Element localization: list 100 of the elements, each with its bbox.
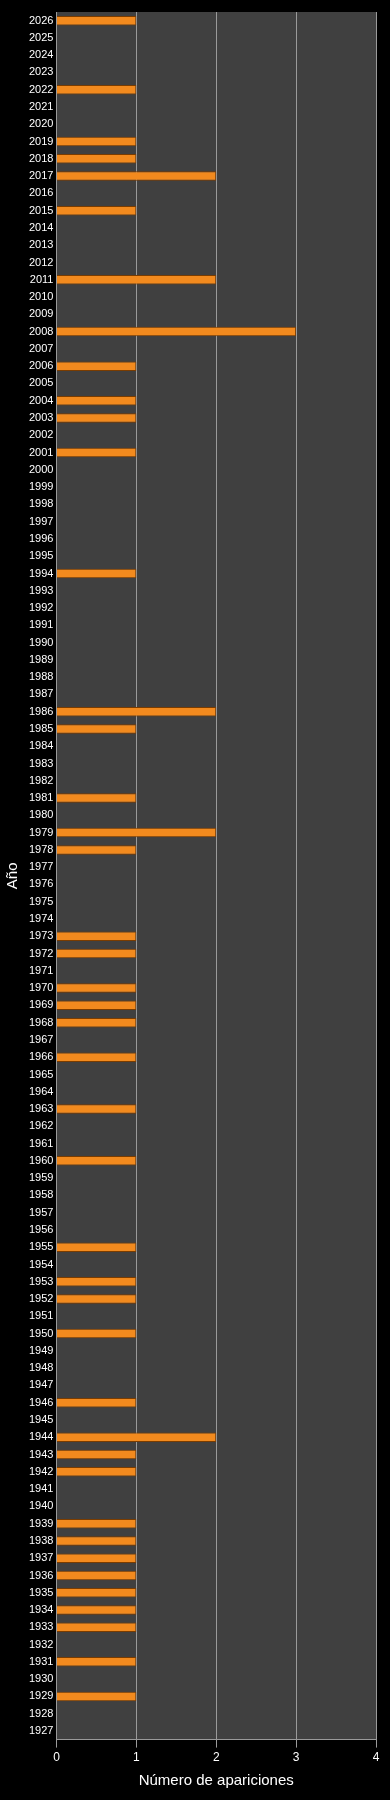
- y-tick-label: 1964: [28, 1084, 54, 1097]
- y-tick-label: 1956: [28, 1222, 54, 1235]
- y-tick-label: 1982: [28, 773, 54, 786]
- y-tick-label: 1963: [28, 1102, 54, 1115]
- y-tick-label: 1940: [28, 1499, 54, 1512]
- y-tick-label: 1987: [28, 687, 54, 700]
- y-tick-label: 2023: [28, 65, 54, 78]
- y-tick-label: 1976: [28, 877, 54, 890]
- y-tick-label: 2011: [29, 272, 54, 285]
- y-tick-label: 2025: [28, 30, 54, 43]
- y-tick-label: 1983: [28, 756, 54, 769]
- y-tick-label: 2020: [28, 117, 54, 130]
- y-tick-label: 1995: [28, 549, 54, 562]
- y-tick-label: 2024: [28, 48, 54, 61]
- y-tick-label: 2001: [28, 445, 54, 458]
- y-tick-label: 1952: [28, 1292, 54, 1305]
- y-tick-label: 2016: [28, 186, 54, 199]
- y-tick-label: 1938: [28, 1533, 54, 1546]
- y-tick-label: 1950: [28, 1326, 54, 1339]
- y-tick-label: 1935: [28, 1585, 54, 1598]
- y-tick-label: 1978: [28, 842, 54, 855]
- y-tick-label: 1936: [28, 1568, 54, 1581]
- y-tick-label: 1931: [28, 1654, 54, 1667]
- y-tick-label: 1968: [28, 1015, 54, 1028]
- y-tick-label: 2008: [28, 324, 54, 337]
- y-tick-label: 1945: [28, 1413, 54, 1426]
- y-tick-label: 2017: [28, 169, 54, 182]
- y-tick-label: 1984: [28, 739, 54, 752]
- y-tick-label: 1965: [28, 1067, 54, 1080]
- y-tick-label: 1977: [28, 860, 54, 873]
- y-tick-label: 2004: [28, 393, 54, 406]
- y-tick-label: 1979: [28, 825, 54, 838]
- y-tick-label: 1971: [28, 963, 54, 976]
- y-tick-label: 1960: [28, 1153, 54, 1166]
- y-tick-label: 1949: [28, 1343, 54, 1356]
- y-tick-label: 2018: [28, 151, 54, 164]
- y-tick-label: 1972: [28, 946, 54, 959]
- y-tick-label: 2003: [28, 411, 54, 424]
- y-tick-label: 2022: [28, 82, 54, 95]
- y-tick-label: 1973: [28, 929, 54, 942]
- y-tick-label: 1942: [28, 1464, 54, 1477]
- x-tick-label: 3: [292, 1750, 300, 1765]
- y-tick-label: 1962: [28, 1119, 54, 1132]
- y-tick-label: 1951: [28, 1309, 54, 1322]
- y-tick-label: 1991: [28, 618, 54, 631]
- y-tick-label: 1941: [28, 1482, 54, 1495]
- y-tick-label: 2009: [28, 307, 54, 320]
- y-tick-label: 1927: [28, 1723, 54, 1736]
- y-axis-title: Año: [3, 862, 21, 890]
- y-tick-label: 1955: [28, 1240, 54, 1253]
- y-tick-label: 1932: [28, 1637, 54, 1650]
- y-tick-label: 2014: [28, 220, 54, 233]
- x-tick-label: 2: [212, 1750, 220, 1765]
- y-tick-label: 1998: [28, 497, 54, 510]
- y-tick-label: 1947: [28, 1378, 54, 1391]
- y-tick-label: 1937: [28, 1551, 54, 1564]
- y-tick-label: 2000: [28, 462, 54, 475]
- y-tick-label: 1986: [28, 704, 54, 717]
- y-tick-label: 2005: [28, 376, 54, 389]
- x-axis-title: Número de apariciones: [138, 1771, 294, 1789]
- x-tick-label: 0: [53, 1750, 61, 1765]
- y-tick-label: 1930: [28, 1672, 54, 1685]
- y-tick-label: 2021: [28, 100, 54, 113]
- y-tick-label: 1946: [28, 1395, 54, 1408]
- y-tick-label: 1948: [28, 1361, 54, 1374]
- y-tick-label: 1980: [28, 808, 54, 821]
- y-tick-label: 1981: [28, 791, 54, 804]
- y-tick-label: 2012: [28, 255, 54, 268]
- y-tick-label: 1975: [28, 894, 54, 907]
- y-tick-label: 1990: [28, 635, 54, 648]
- y-tick-label: 1985: [28, 721, 54, 734]
- y-tick-label: 1957: [28, 1205, 54, 1218]
- y-tick-label: 1954: [28, 1257, 54, 1270]
- y-tick-label: 1969: [28, 998, 54, 1011]
- y-tick-label: 1944: [28, 1430, 54, 1443]
- y-tick-label: 1939: [28, 1516, 54, 1529]
- y-tick-label: 1934: [28, 1603, 54, 1616]
- x-tick-label: 1: [133, 1750, 141, 1765]
- y-tick-label: 1974: [28, 912, 54, 925]
- y-tick-label: 1999: [28, 480, 54, 493]
- y-tick-label: 1929: [28, 1689, 54, 1702]
- y-tick-label: 1961: [28, 1136, 54, 1149]
- y-tick-label: 2010: [28, 290, 54, 303]
- y-tick-label: 1970: [28, 981, 54, 994]
- y-tick-label: 1928: [28, 1706, 54, 1719]
- y-tick-label: 1994: [28, 566, 54, 579]
- y-tick-label: 1966: [28, 1050, 54, 1063]
- y-tick-label: 2002: [28, 428, 54, 441]
- y-tick-label: 2019: [28, 134, 54, 147]
- y-tick-label: 1943: [28, 1447, 54, 1460]
- y-tick-label: 1993: [28, 583, 54, 596]
- y-tick-label: 1988: [28, 670, 54, 683]
- y-tick-label: 1953: [28, 1274, 54, 1287]
- y-tick-label: 1996: [28, 531, 54, 544]
- y-tick-label: 2007: [28, 341, 54, 354]
- y-tick-label: 1933: [28, 1620, 54, 1633]
- y-tick-label: 1959: [28, 1171, 54, 1184]
- y-tick-label: 1992: [28, 601, 54, 614]
- x-tick-label: 4: [372, 1750, 380, 1765]
- y-tick-label: 2026: [28, 13, 54, 26]
